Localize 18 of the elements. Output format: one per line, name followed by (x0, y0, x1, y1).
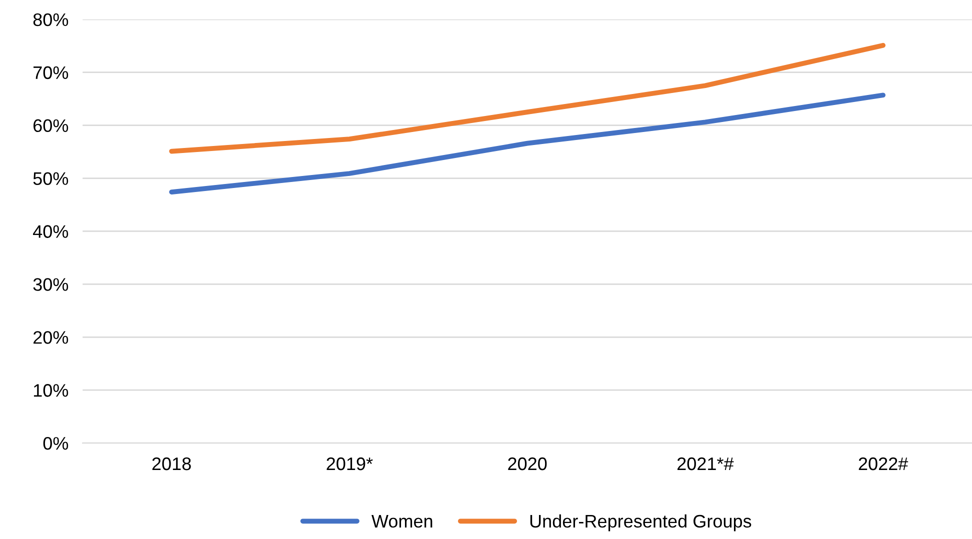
line-series (169, 42, 886, 154)
y-tick-label: 20% (34, 331, 68, 344)
x-tick-label: 2022# (858, 457, 908, 470)
legend-label: Women (372, 515, 432, 528)
y-tick-label: 40% (33, 225, 68, 238)
y-tick-label: 10% (34, 384, 68, 397)
line-series (169, 92, 886, 194)
x-tick-label: 2021*# (677, 457, 734, 470)
x-tick-label: 2018 (152, 457, 191, 470)
x-tick-label: 2020 (508, 457, 547, 470)
y-tick-label: 0% (43, 436, 68, 450)
legend-label: Under-Represented Groups (530, 514, 752, 532)
y-tick-label: 60% (34, 119, 68, 132)
y-tick-label: 80% (33, 13, 68, 26)
x-tick-label: 2019* (326, 457, 373, 470)
y-tick-label: 50% (33, 172, 68, 185)
y-tick-label: 30% (33, 278, 68, 291)
y-tick-label: 70% (34, 66, 68, 80)
